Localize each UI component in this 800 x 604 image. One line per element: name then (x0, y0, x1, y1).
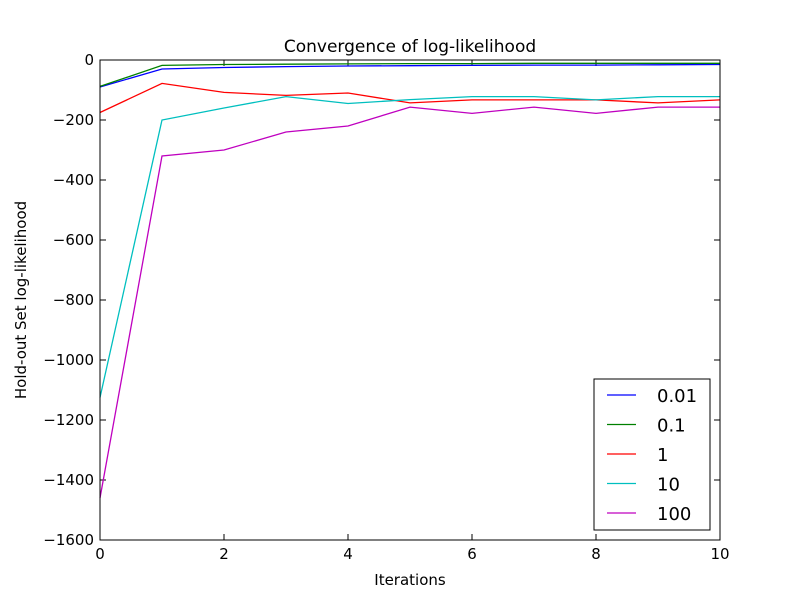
legend-label: 10 (657, 475, 680, 496)
y-tick-label: −1000 (43, 351, 94, 369)
legend-label: 0.01 (657, 386, 697, 407)
y-tick-label: −200 (53, 111, 94, 129)
legend: 0.01 0.1 1 10 100 (593, 378, 711, 531)
x-tick-label: 6 (467, 545, 477, 563)
series-line-0.01 (99, 63, 721, 88)
legend-label: 100 (657, 504, 691, 525)
series-line-0.1 (99, 62, 720, 88)
x-tick-label: 0 (95, 545, 105, 563)
y-axis-label: Hold-out Set log-likelihood (12, 201, 30, 399)
legend-label: 0.1 (657, 416, 686, 437)
series-line-10 (99, 95, 720, 398)
y-tick-label: 0 (84, 51, 94, 69)
x-tick-label: 10 (710, 545, 729, 563)
y-tick-label: −800 (53, 291, 94, 309)
y-tick-label: −1400 (43, 471, 94, 489)
y-tick-label: −400 (53, 171, 94, 189)
chart-title: Convergence of log-likelihood (284, 37, 536, 57)
series-lines (99, 62, 721, 499)
legend-label: 1 (657, 445, 668, 466)
x-axis-label: Iterations (374, 571, 446, 589)
series-line-1 (99, 82, 721, 114)
x-tick-label: 2 (219, 545, 229, 563)
x-tick-label: 8 (591, 545, 601, 563)
y-tick-label: −1200 (43, 411, 94, 429)
series-line-100 (99, 106, 720, 499)
y-tick-label: −1600 (43, 531, 94, 549)
axis-ticks: 0 2 4 6 8 100−200−400−600−800−1000−1200−1400−… (43, 51, 729, 563)
y-tick-label: −600 (53, 231, 94, 249)
plot-frame (99, 59, 721, 541)
x-tick-label: 4 (343, 545, 353, 563)
